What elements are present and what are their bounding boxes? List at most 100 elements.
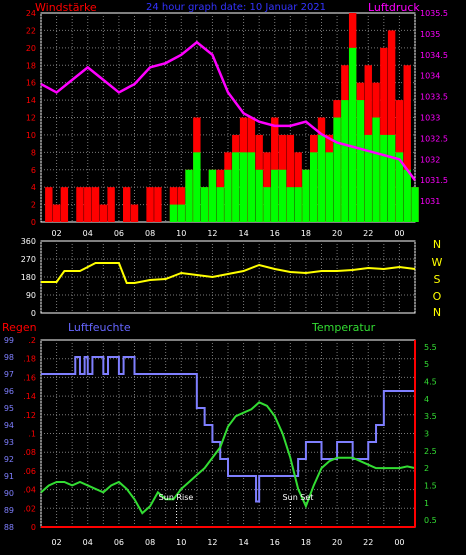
rain-axis-title: Regen bbox=[2, 321, 37, 334]
wind-max-bar bbox=[146, 187, 154, 222]
wind-avg-bar bbox=[348, 47, 357, 223]
humidity-tick-label: 98 bbox=[4, 353, 14, 362]
wind-max-bar bbox=[52, 204, 61, 222]
pressure-tick-label: 1032.5 bbox=[420, 134, 448, 143]
wind-tick-label: 4 bbox=[31, 183, 36, 192]
rain-tick-label: .08 bbox=[23, 448, 36, 457]
humidity-tick-label: 91 bbox=[4, 472, 14, 481]
wind-pressure-panel: 02468101214161820222410311031.510321032.… bbox=[26, 9, 448, 238]
pressure-tick-label: 1033.5 bbox=[420, 93, 448, 102]
wind-max-bar bbox=[60, 187, 69, 222]
humidity-tick-label: 96 bbox=[4, 387, 14, 396]
pressure-line bbox=[40, 40, 417, 181]
wind-avg-bar bbox=[310, 152, 318, 222]
wind-max-bar bbox=[91, 187, 100, 222]
wind-max-bar bbox=[84, 187, 92, 222]
wind-max-bar bbox=[154, 187, 162, 222]
wind-tick-label: 18 bbox=[26, 61, 36, 70]
humidity-tick-label: 94 bbox=[4, 421, 14, 430]
wind-max-bar bbox=[387, 30, 396, 222]
wind-max-bar bbox=[99, 204, 108, 222]
rain-tick-label: .12 bbox=[23, 411, 36, 420]
wind-avg-bar bbox=[387, 134, 396, 222]
panel1-x-tick-label: 20 bbox=[332, 229, 342, 238]
panel3-x-tick-label: 00 bbox=[394, 538, 404, 547]
direction-tick-label: 180 bbox=[21, 273, 36, 282]
panel3-x-tick-label: 14 bbox=[238, 538, 248, 547]
wind-avg-bar bbox=[185, 169, 193, 222]
wind-tick-label: 8 bbox=[31, 148, 36, 157]
pressure-tick-label: 1031 bbox=[420, 197, 440, 206]
temperature-tick-label: 1 bbox=[424, 499, 429, 508]
sunset-label: Sun Set bbox=[283, 493, 314, 502]
temperature-tick-label: 3.5 bbox=[424, 412, 437, 421]
temperature-tick-label: 3 bbox=[424, 430, 429, 439]
wind-max-bar bbox=[76, 187, 84, 222]
wind-avg-bar bbox=[169, 204, 178, 222]
wind-max-bar bbox=[263, 152, 271, 222]
panel1-x-tick-label: 08 bbox=[145, 229, 155, 238]
panel1-x-tick-label: 14 bbox=[238, 229, 248, 238]
wind-tick-label: 16 bbox=[26, 79, 36, 88]
panel3-x-tick-label: 18 bbox=[301, 538, 311, 547]
chart-title: 24 hour graph date: 10 Januar 2021 bbox=[146, 2, 326, 13]
wind-avg-bar bbox=[333, 117, 341, 222]
wind-avg-bar bbox=[395, 152, 404, 222]
wind-max-bar bbox=[123, 187, 131, 222]
wind-max-bar bbox=[286, 134, 295, 222]
pressure-tick-label: 1035 bbox=[420, 30, 440, 39]
wind-avg-bar bbox=[364, 134, 372, 222]
pressure-tick-label: 1031.5 bbox=[420, 176, 448, 185]
humidity-tick-label: 99 bbox=[4, 336, 14, 345]
panel1-x-tick-label: 04 bbox=[83, 229, 93, 238]
wind-tick-label: 20 bbox=[26, 44, 36, 53]
wind-tick-label: 22 bbox=[26, 26, 36, 35]
pressure-tick-label: 1034 bbox=[420, 72, 440, 81]
wind-avg-bar bbox=[177, 204, 185, 222]
compass-w: W bbox=[432, 256, 443, 269]
wind-avg-bar bbox=[278, 169, 287, 222]
panel1-x-tick-label: 06 bbox=[114, 229, 124, 238]
wind-avg-bar bbox=[294, 187, 302, 222]
panel3-x-tick-label: 22 bbox=[363, 538, 373, 547]
wind-avg-bar bbox=[286, 187, 295, 222]
pressure-tick-label: 1035.5 bbox=[420, 9, 448, 18]
direction-tick-label: 270 bbox=[21, 255, 36, 264]
wind-max-bar bbox=[294, 152, 302, 222]
pressure-tick-label: 1033 bbox=[420, 114, 440, 123]
compass-s: S bbox=[434, 273, 441, 286]
wind-max-bar bbox=[107, 187, 115, 222]
temperature-line bbox=[40, 401, 416, 515]
panel3-x-tick-label: 08 bbox=[145, 538, 155, 547]
wind-axis-title: Windstärke bbox=[35, 1, 97, 14]
rain-tick-label: 0 bbox=[31, 523, 36, 532]
panel3-x-tick-label: 04 bbox=[83, 538, 93, 547]
wind-avg-bar bbox=[263, 187, 271, 222]
wind-avg-bar bbox=[216, 187, 224, 222]
panel1-x-tick-label: 22 bbox=[363, 229, 373, 238]
humidity-tick-label: 97 bbox=[4, 370, 14, 379]
wind-avg-bar bbox=[356, 100, 365, 222]
panel1-x-tick-label: 02 bbox=[51, 229, 61, 238]
rain-tick-label: .14 bbox=[23, 392, 36, 401]
wind-avg-bar bbox=[380, 134, 388, 222]
pressure-axis-title: Luftdruck bbox=[368, 1, 420, 14]
wind-avg-bar bbox=[255, 169, 263, 222]
direction-tick-label: 0 bbox=[31, 309, 36, 318]
wind-max-bar bbox=[403, 65, 411, 222]
wind-avg-bar bbox=[325, 152, 333, 222]
wind-tick-label: 6 bbox=[31, 166, 36, 175]
humidity-tick-label: 88 bbox=[4, 523, 14, 532]
humidity-tick-label: 89 bbox=[4, 506, 14, 515]
compass-o: O bbox=[433, 290, 442, 303]
wind-avg-bar bbox=[200, 187, 209, 222]
wind-avg-bar bbox=[302, 169, 310, 222]
rain-tick-label: .18 bbox=[23, 355, 36, 364]
panel3-x-tick-label: 06 bbox=[114, 538, 124, 547]
rain-tick-label: .02 bbox=[23, 504, 36, 513]
wind-tick-label: 14 bbox=[26, 96, 36, 105]
panel1-x-tick-label: 10 bbox=[176, 229, 186, 238]
rain-tick-label: .04 bbox=[23, 486, 36, 495]
humidity-axis-title: Luftfeuchte bbox=[68, 321, 131, 334]
